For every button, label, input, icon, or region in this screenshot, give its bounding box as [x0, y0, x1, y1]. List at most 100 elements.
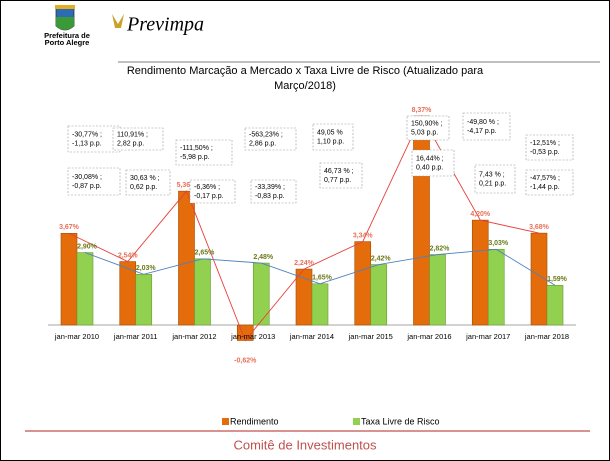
legend-label: Rendimento — [230, 416, 279, 426]
data-label: 5,36% — [177, 182, 198, 189]
annotation-text: -6,36% ; — [194, 184, 220, 191]
annotation-text: 110,91% ; — [117, 131, 148, 138]
annotation-text: 2,82 p.p. — [117, 140, 144, 147]
annotation-text: -47,57% ; — [530, 175, 560, 182]
annotation-text: -1,13 p.p. — [72, 140, 102, 147]
annotation-text: -0,83 p.p. — [255, 193, 285, 200]
annotation-text: 46,73 % ; — [324, 168, 354, 175]
x-tick-label: jan-mar 2014 — [289, 332, 334, 341]
data-label: 1,65% — [312, 275, 333, 282]
annotation-text: -0,17 p.p. — [194, 193, 224, 200]
data-label: 8,37% — [412, 107, 433, 114]
data-label: 3,67% — [59, 224, 80, 231]
annotation-text: -49,80 % ; — [467, 119, 499, 126]
data-label: 3,34% — [353, 232, 374, 239]
annotation-text: -12,51% ; — [530, 140, 560, 147]
x-tick-label: jan-mar 2017 — [465, 332, 510, 341]
annotation-text: -111,50% ; — [180, 145, 213, 152]
annotation-box — [67, 125, 121, 153]
annotation-text: 0,77 p.p. — [324, 177, 351, 184]
annotation-box — [525, 169, 574, 196]
x-tick-label: jan-mar 2016 — [406, 332, 451, 341]
legend-swatch — [222, 418, 229, 425]
annotation-text: 30,63 % ; — [130, 175, 160, 182]
data-label: 1,59% — [547, 276, 568, 283]
annotation-box — [462, 112, 511, 141]
data-label: 3,03% — [488, 240, 509, 247]
bar — [429, 254, 446, 326]
data-label: 2,48% — [253, 254, 274, 261]
x-tick-label: jan-mar 2015 — [348, 332, 393, 341]
annotation-box — [474, 164, 516, 194]
brand-icon — [112, 14, 124, 28]
chart-title: Março/2018) — [274, 80, 336, 92]
bar — [76, 252, 94, 326]
annotation-box — [319, 162, 363, 189]
annotation-text: 7,43 % ; — [479, 171, 505, 178]
x-tick-label: jan-mar 2013 — [230, 332, 275, 341]
annotation-text: -4,17 p.p. — [467, 128, 497, 135]
bar — [546, 284, 564, 326]
bar — [194, 258, 211, 326]
bar — [471, 219, 489, 326]
annotation-box — [125, 169, 171, 196]
bar — [135, 274, 153, 326]
org-line: Prefeitura de — [44, 31, 90, 40]
bar — [295, 268, 313, 326]
legend-swatch — [353, 418, 360, 425]
annotation-box — [411, 149, 455, 177]
annotation-text: 0,21 p.p. — [479, 180, 506, 187]
annotation-text: 0,40 p.p. — [416, 164, 443, 171]
bar — [119, 261, 137, 326]
x-tick-label: jan-mar 2018 — [524, 332, 569, 341]
bar — [178, 190, 195, 326]
org-line: Porto Alegre — [45, 38, 90, 47]
annotation-text: 16,44% ; — [416, 155, 444, 162]
legend-label: Taxa Livre de Risco — [361, 416, 440, 426]
bar — [354, 241, 372, 326]
annotation-box — [112, 127, 164, 151]
data-label: -0,62% — [234, 357, 257, 364]
annotation-text: -1,44 p.p. — [530, 184, 560, 191]
annotation-box — [244, 127, 297, 151]
annotation-box — [250, 179, 297, 204]
data-label: 2,24% — [294, 260, 315, 267]
data-label: 2,90% — [77, 243, 98, 250]
annotation-box — [406, 115, 450, 141]
annotation-text: 150,90% ; — [411, 120, 443, 127]
annotation-text: -30,77% ; — [72, 131, 102, 138]
data-label: 2,54% — [118, 252, 139, 259]
annotation-text: -5,98 p.p. — [180, 154, 210, 161]
bar — [311, 283, 329, 326]
data-label: 2,82% — [430, 245, 451, 252]
annotation-box — [525, 134, 574, 161]
bar — [60, 233, 78, 326]
data-label: 3,68% — [529, 224, 550, 231]
annotation-text: 49,05 % — [317, 129, 343, 136]
annotation-box — [175, 139, 233, 166]
footer: Comitê de Investimentos — [233, 437, 377, 452]
x-tick-label: jan-mar 2012 — [171, 332, 216, 341]
series-line — [68, 115, 540, 342]
brand: Previmpa — [126, 14, 204, 36]
chart-title: Rendimento Marcação a Mercado x Taxa Liv… — [127, 65, 484, 77]
annotation-text: -0,87 p.p. — [72, 183, 102, 190]
series-line — [84, 248, 556, 286]
x-tick-label: jan-mar 2011 — [113, 332, 158, 341]
annotation-text: -563,23% ; — [249, 131, 283, 138]
annotation-box — [189, 179, 236, 204]
annotation-text: 5,03 p.p. — [411, 129, 438, 136]
bar — [252, 262, 270, 326]
annotation-text: 2,86 p.p. — [249, 140, 276, 147]
bar — [370, 264, 388, 326]
annotation-box — [67, 167, 121, 196]
annotation-text: 1,10 p.p. — [317, 138, 344, 145]
annotation-text: -0,53 p.p. — [530, 149, 560, 156]
annotation-text: 0,62 p.p. — [130, 184, 157, 191]
data-label: 2,03% — [136, 265, 157, 272]
annotation-text: -33,39% ; — [255, 184, 285, 191]
x-tick-label: jan-mar 2010 — [54, 332, 99, 341]
crest — [55, 5, 75, 31]
